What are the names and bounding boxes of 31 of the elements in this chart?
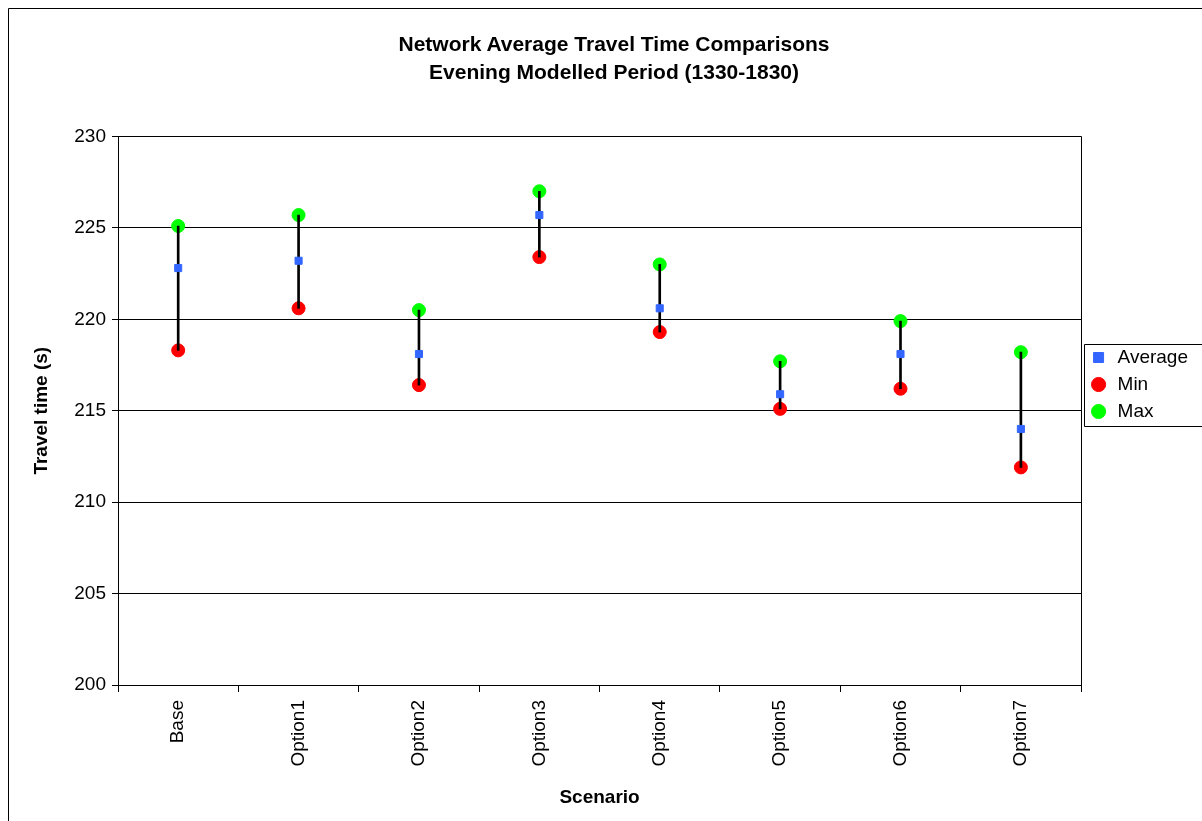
- x-tick-label: Option2: [407, 700, 429, 767]
- x-tick-label: Base: [166, 700, 188, 744]
- point: [1016, 424, 1025, 434]
- point: [535, 211, 544, 220]
- x-axis-title: Scenario: [559, 785, 640, 807]
- x-tick-label: Option5: [768, 700, 790, 767]
- chart-subtitle: Evening Modelled Period (1330-1830): [429, 59, 799, 83]
- y-tick-label: 210: [74, 490, 106, 512]
- x-tick-label: Option6: [888, 700, 910, 767]
- y-tick-label: 225: [74, 216, 106, 238]
- y-tick-label: 200: [74, 673, 106, 695]
- y-tick-label: 215: [74, 398, 106, 420]
- y-tick-label: 205: [74, 581, 106, 603]
- point: [414, 349, 423, 359]
- point: [174, 264, 183, 273]
- legend-label: Average: [1117, 345, 1189, 367]
- point: [896, 349, 905, 359]
- x-tick-label: Option4: [647, 699, 669, 767]
- legend-label: Max: [1117, 399, 1154, 421]
- legend-label: Min: [1117, 372, 1149, 394]
- y-axis-title: Travel time (s): [29, 346, 51, 475]
- x-tick-label: Option3: [527, 700, 549, 767]
- y-tick-label: 230: [74, 124, 106, 146]
- x-tick-label: Option1: [286, 700, 308, 767]
- x-tick-label: Option7: [1009, 700, 1031, 767]
- chart-title: Network Average Travel Time Comparisons: [398, 32, 830, 56]
- y-tick-label: 220: [74, 307, 106, 329]
- point: [776, 390, 785, 399]
- point: [294, 256, 303, 265]
- point: [655, 304, 664, 313]
- point: [411, 378, 426, 393]
